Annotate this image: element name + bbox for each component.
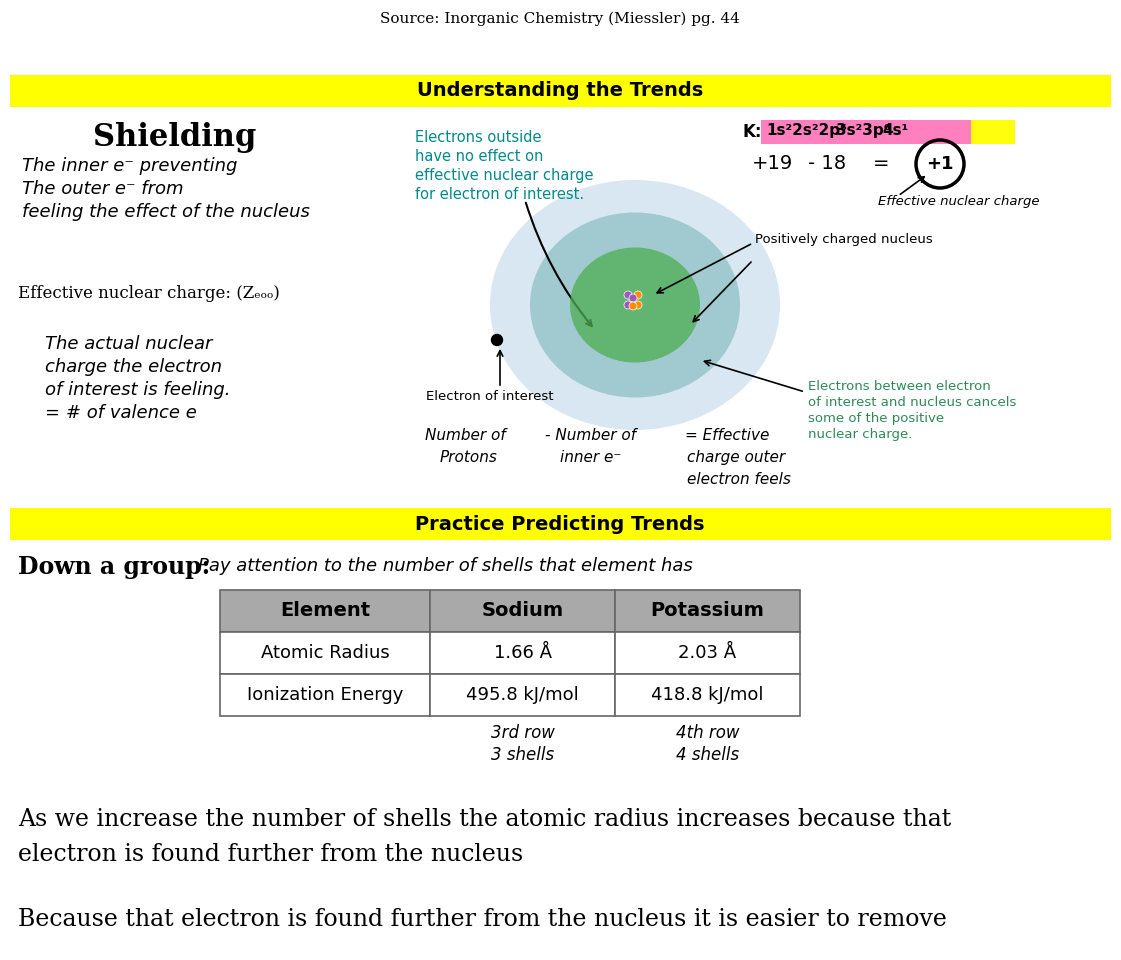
FancyBboxPatch shape [615, 674, 800, 716]
Circle shape [491, 334, 502, 346]
FancyBboxPatch shape [430, 632, 615, 674]
Text: electron is found further from the nucleus: electron is found further from the nucle… [18, 843, 524, 866]
Text: for electron of interest.: for electron of interest. [415, 187, 584, 202]
Text: Ionization Energy: Ionization Energy [247, 686, 404, 704]
Text: = Effective: = Effective [685, 428, 769, 443]
Text: - Number of: - Number of [545, 428, 636, 443]
FancyBboxPatch shape [220, 632, 430, 674]
Text: 2.03 Å: 2.03 Å [678, 644, 736, 662]
Text: 3rd row: 3rd row [491, 724, 555, 742]
FancyBboxPatch shape [761, 120, 973, 144]
Text: inner e⁻: inner e⁻ [560, 450, 621, 465]
Text: Understanding the Trends: Understanding the Trends [417, 82, 703, 101]
Text: Practice Predicting Trends: Practice Predicting Trends [415, 515, 705, 534]
Text: Protons: Protons [441, 450, 498, 465]
Ellipse shape [490, 180, 780, 430]
Text: Because that electron is found further from the nucleus it is easier to remove: Because that electron is found further f… [18, 908, 947, 931]
Text: of interest is feeling.: of interest is feeling. [45, 381, 231, 399]
Circle shape [629, 294, 637, 302]
FancyBboxPatch shape [220, 674, 430, 716]
Circle shape [624, 291, 632, 299]
Circle shape [634, 301, 642, 309]
Circle shape [624, 301, 632, 309]
Text: The inner e⁻ preventing: The inner e⁻ preventing [22, 157, 238, 175]
Text: 4s¹: 4s¹ [882, 123, 908, 138]
Text: electron feels: electron feels [687, 472, 791, 487]
FancyBboxPatch shape [615, 632, 800, 674]
FancyBboxPatch shape [430, 674, 615, 716]
Text: Electrons between electron: Electrons between electron [808, 380, 991, 393]
Ellipse shape [569, 248, 700, 363]
Text: Pay attention to the number of shells that element has: Pay attention to the number of shells th… [198, 557, 693, 575]
Text: some of the positive: some of the positive [808, 412, 944, 425]
Text: have no effect on: have no effect on [415, 149, 544, 164]
Text: Effective nuclear charge: Effective nuclear charge [878, 195, 1039, 208]
Text: Electrons outside: Electrons outside [415, 130, 541, 145]
Text: +1: +1 [926, 155, 954, 173]
Text: Down a group:: Down a group: [18, 555, 211, 579]
Text: charge outer: charge outer [687, 450, 785, 465]
Text: Effective nuclear charge: (Zₑₒₒ): Effective nuclear charge: (Zₑₒₒ) [18, 285, 280, 302]
Text: Sodium: Sodium [481, 602, 564, 620]
FancyBboxPatch shape [430, 590, 615, 632]
Text: 3 shells: 3 shells [491, 746, 554, 764]
Ellipse shape [530, 212, 740, 397]
Text: 3s²3p⁶: 3s²3p⁶ [836, 123, 890, 138]
Circle shape [629, 302, 637, 310]
Text: +19: +19 [752, 154, 794, 173]
Text: of interest and nucleus cancels: of interest and nucleus cancels [808, 396, 1017, 409]
Text: Number of: Number of [425, 428, 506, 443]
Text: 4th row: 4th row [676, 724, 739, 742]
Text: feeling the effect of the nucleus: feeling the effect of the nucleus [22, 203, 309, 221]
FancyBboxPatch shape [615, 590, 800, 632]
Text: 4 shells: 4 shells [676, 746, 739, 764]
Text: Potassium: Potassium [650, 602, 765, 620]
Text: effective nuclear charge: effective nuclear charge [415, 168, 593, 183]
Text: K:: K: [742, 123, 761, 141]
FancyBboxPatch shape [10, 508, 1111, 540]
Text: Element: Element [280, 602, 370, 620]
Text: nuclear charge.: nuclear charge. [808, 428, 912, 441]
FancyBboxPatch shape [220, 590, 430, 632]
Text: 1.66 Å: 1.66 Å [493, 644, 552, 662]
Text: 418.8 kJ/mol: 418.8 kJ/mol [651, 686, 763, 704]
Text: The actual nuclear: The actual nuclear [45, 335, 212, 353]
Text: Shielding: Shielding [93, 122, 257, 153]
Text: The outer e⁻ from: The outer e⁻ from [22, 180, 184, 198]
Text: Source: Inorganic Chemistry (Miessler) pg. 44: Source: Inorganic Chemistry (Miessler) p… [380, 12, 740, 26]
Text: charge the electron: charge the electron [45, 358, 222, 376]
Text: 1s²2s²2p⁶: 1s²2s²2p⁶ [766, 123, 846, 138]
Text: = # of valence e: = # of valence e [45, 404, 197, 422]
FancyBboxPatch shape [971, 120, 1015, 144]
Text: =: = [873, 154, 889, 173]
Text: - 18: - 18 [808, 154, 846, 173]
Text: Positively charged nucleus: Positively charged nucleus [756, 233, 933, 247]
Text: Atomic Radius: Atomic Radius [260, 644, 389, 662]
FancyBboxPatch shape [10, 75, 1111, 107]
Text: Electron of interest: Electron of interest [426, 390, 554, 403]
Text: 495.8 kJ/mol: 495.8 kJ/mol [466, 686, 578, 704]
Text: As we increase the number of shells the atomic radius increases because that: As we increase the number of shells the … [18, 808, 952, 831]
Circle shape [634, 291, 642, 299]
